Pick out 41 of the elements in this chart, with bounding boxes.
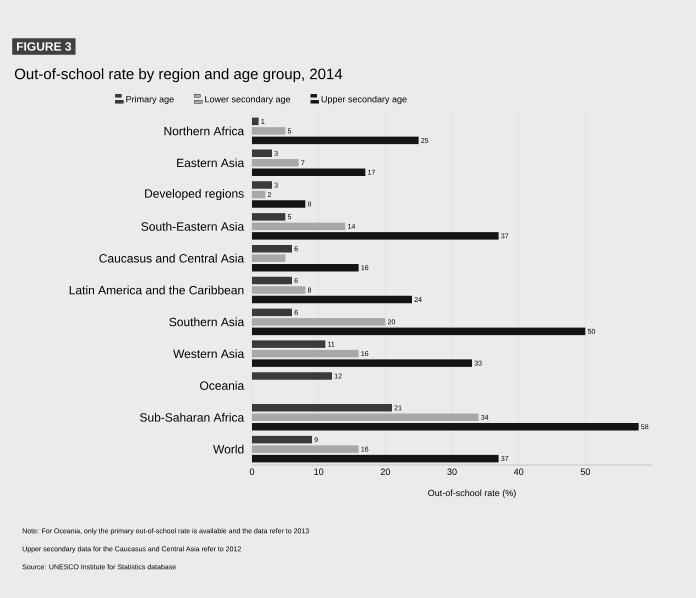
y-tick-label: Latin America and the Caribbean bbox=[70, 286, 244, 294]
y-tick-label: Oceania bbox=[200, 381, 244, 390]
y-tick-label: Sub-Saharan Africa bbox=[140, 412, 244, 422]
bar bbox=[252, 454, 499, 462]
bar bbox=[252, 445, 359, 453]
y-tick-label: Western Asia bbox=[173, 349, 244, 358]
bar bbox=[252, 350, 359, 358]
caption: FIGURE 3 bbox=[17, 42, 72, 51]
bar bbox=[252, 318, 386, 326]
y-tick-label: South-Eastern Asia bbox=[141, 222, 244, 231]
legend-label: Primary age bbox=[126, 96, 174, 104]
y-tick-label: Southern Asia bbox=[169, 317, 244, 326]
chart-title: Out-of-school rate by region and age group, 2014 bbox=[14, 68, 342, 82]
bar bbox=[252, 328, 586, 336]
bar bbox=[252, 158, 299, 166]
y-tick-label: Caucasus and Central Asia bbox=[99, 254, 244, 263]
legend-label: Upper secondary age bbox=[322, 96, 407, 104]
bar bbox=[252, 190, 266, 198]
bar bbox=[252, 127, 286, 135]
bar bbox=[252, 136, 419, 144]
legend-label: Lower secondary age bbox=[205, 96, 290, 104]
bar bbox=[252, 232, 499, 240]
y-tick-label: Eastern Asia bbox=[177, 158, 244, 168]
y-tick-label: Developed regions bbox=[145, 188, 244, 200]
bar bbox=[252, 213, 286, 221]
x-tick-label: 50 bbox=[580, 468, 590, 475]
x-axis-title: Out-of-school rate (%) bbox=[428, 490, 516, 498]
bar bbox=[252, 286, 306, 294]
x-tick-label: 40 bbox=[514, 468, 524, 475]
y-tick-label: World bbox=[213, 444, 244, 454]
bar bbox=[252, 436, 312, 444]
bar bbox=[252, 264, 359, 272]
bar bbox=[252, 423, 639, 431]
x-tick-label: 10 bbox=[314, 468, 324, 475]
x-tick-label: 0 bbox=[250, 468, 254, 475]
bar bbox=[252, 359, 472, 367]
y-tick-label: Northern Africa bbox=[164, 126, 244, 136]
x-tick-label: 30 bbox=[447, 468, 457, 475]
bar bbox=[252, 118, 259, 126]
bar bbox=[252, 200, 306, 208]
x-tick-label: 20 bbox=[380, 468, 390, 475]
